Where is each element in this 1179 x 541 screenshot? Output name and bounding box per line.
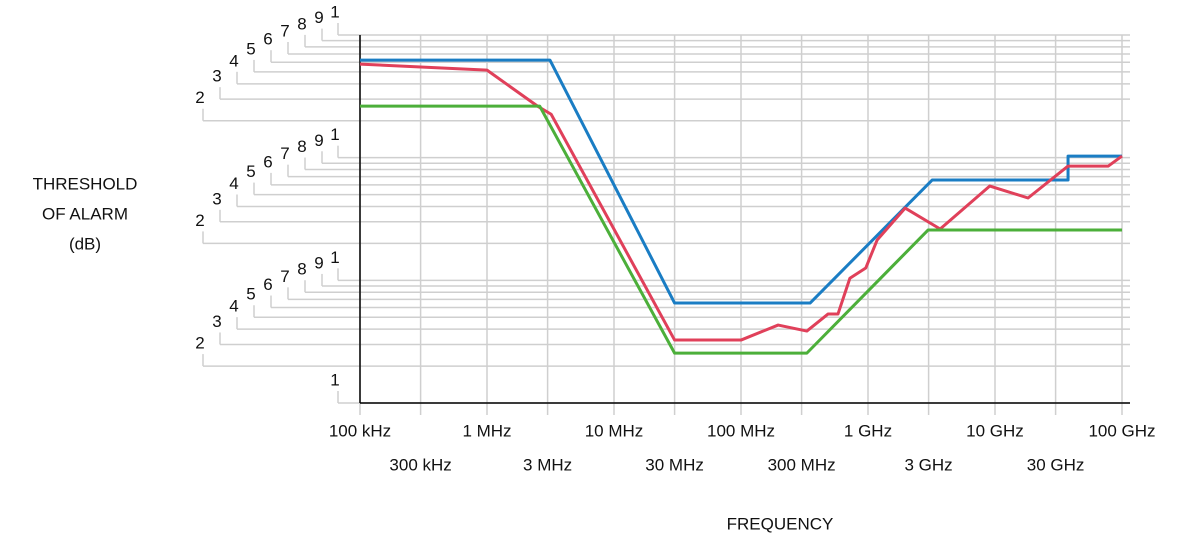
y-tick-label: 6 — [263, 30, 272, 49]
y-axis-label: OF ALARM — [42, 204, 128, 223]
y-tick-label: 3 — [212, 189, 221, 208]
x-tick-label: 100 MHz — [707, 421, 775, 440]
y-tick-label: 1 — [330, 2, 339, 21]
y-tick-label: 5 — [246, 39, 255, 58]
x-tick-label: 30 MHz — [645, 455, 704, 474]
y-tick-label: 9 — [314, 8, 323, 27]
y-axis-label: THRESHOLD — [33, 174, 138, 193]
series-line — [360, 104, 1122, 355]
y-tick-label: 1 — [330, 370, 339, 389]
y-tick-label: 9 — [314, 253, 323, 272]
y-tick-label: 1 — [330, 248, 339, 267]
series-line — [359, 62, 1123, 342]
y-tick-label: 3 — [212, 67, 221, 86]
x-tick-label: 100 kHz — [329, 421, 391, 440]
y-tick-label: 4 — [229, 51, 238, 70]
y-tick-label: 9 — [314, 131, 323, 150]
y-tick-label: 6 — [263, 275, 272, 294]
y-tick-label: 4 — [229, 297, 238, 316]
y-tick-label: 5 — [246, 162, 255, 181]
y-tick-label: 8 — [297, 137, 306, 156]
y-tick-label: 6 — [263, 152, 272, 171]
x-tick-label: 300 MHz — [768, 455, 836, 474]
x-tick-label: 1 MHz — [462, 421, 511, 440]
y-tick-label: 5 — [246, 285, 255, 304]
y-tick-label: 2 — [195, 211, 204, 230]
x-tick-label: 1 GHz — [844, 421, 892, 440]
y-tick-label: 7 — [280, 144, 289, 163]
y-tick-label: 7 — [280, 267, 289, 286]
x-tick-label: 300 kHz — [389, 455, 451, 474]
x-tick-label: 10 GHz — [966, 421, 1024, 440]
x-tick-label: 30 GHz — [1027, 455, 1085, 474]
x-axis-label: FREQUENCY — [727, 514, 834, 533]
y-tick-label: 1 — [330, 125, 339, 144]
y-tick-label: 4 — [229, 174, 238, 193]
y-tick-label: 3 — [212, 312, 221, 331]
y-tick-label: 7 — [280, 21, 289, 40]
series-line — [360, 58, 1122, 305]
y-tick-label: 2 — [195, 88, 204, 107]
x-tick-label: 100 GHz — [1088, 421, 1155, 440]
y-tick-label: 8 — [297, 14, 306, 33]
x-tick-label: 10 MHz — [585, 421, 644, 440]
x-tick-label: 3 MHz — [523, 455, 572, 474]
y-axis-label: (dB) — [69, 234, 101, 253]
y-tick-label: 2 — [195, 334, 204, 353]
y-tick-label: 8 — [297, 260, 306, 279]
x-tick-label: 3 GHz — [905, 455, 953, 474]
